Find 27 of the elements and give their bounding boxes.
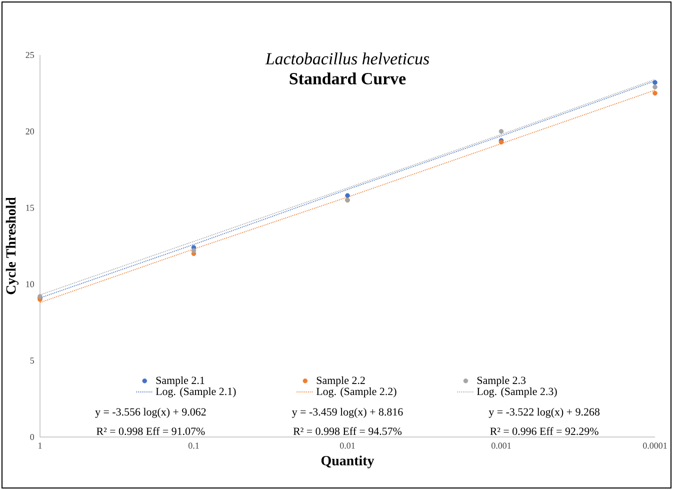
annotation: y = -3.522 log(x) + 9.268 (488, 408, 600, 418)
annotation: y = -3.459 log(x) + 8.816 (292, 408, 403, 418)
x-tick-label: 0.01 (340, 442, 355, 449)
annotation: y = -3.556 log(x) + 9.062 (95, 408, 206, 418)
legend-label: Log. (Sample 2.2) (316, 387, 396, 398)
y-tick-label: 20 (26, 128, 34, 134)
legend-label: Log. (Sample 2.1) (156, 387, 236, 398)
y-tick-label: 15 (26, 204, 34, 211)
y-axis-title: Cycle Threshold (6, 197, 19, 294)
legend-label: Sample 2.1 (156, 376, 204, 386)
annotation: R² = 0.998 Eff = 94.57% (293, 427, 402, 436)
annotation: R² = 0.998 Eff = 91.07% (96, 427, 205, 436)
y-tick-label: 10 (26, 281, 34, 288)
x-tick-label: 0.0001 (643, 442, 667, 449)
legend-label: Sample 2.3 (477, 376, 526, 386)
x-tick-label: 0.1 (188, 442, 199, 449)
annotation: R² = 0.996 Eff = 92.29% (490, 427, 598, 436)
x-tick-label: 0.001 (492, 442, 511, 449)
x-axis-title: Quantity (321, 456, 374, 468)
chart-title: Lactobacillus helveticus (265, 52, 430, 64)
y-tick-label: 0 (30, 434, 34, 440)
legend-label: Log. (Sample 2.3) (476, 387, 557, 398)
y-tick-label: 5 (30, 358, 34, 364)
legend-label: Sample 2.2 (316, 376, 365, 386)
y-tick-label: 25 (26, 52, 34, 58)
text: Standard Curve (290, 72, 406, 84)
x-tick-label: 1 (38, 442, 42, 449)
